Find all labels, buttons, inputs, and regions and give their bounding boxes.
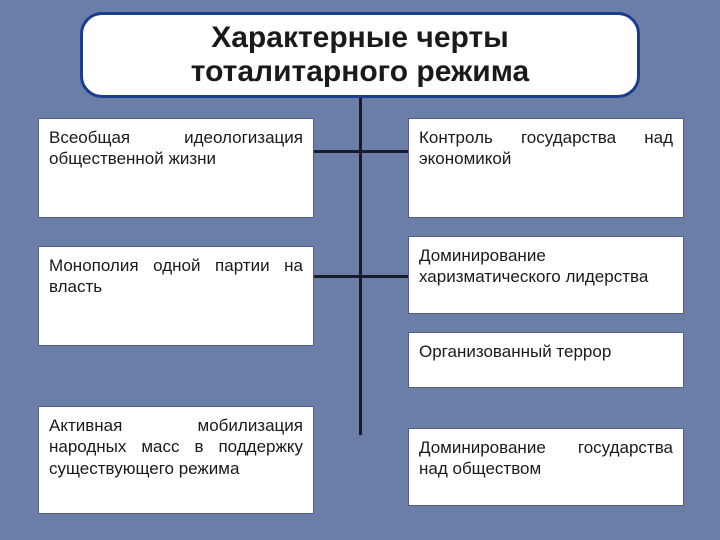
connector-leader — [359, 275, 408, 278]
feature-society: Доминирование государства над обществом — [408, 428, 684, 506]
connector-monopoly — [314, 275, 362, 278]
central-trunk — [359, 98, 362, 435]
connector-economy — [359, 150, 408, 153]
feature-monopoly: Монополия одной партии на власть — [38, 246, 314, 346]
diagram-title: Характерные черты тоталитарного режима — [103, 21, 617, 90]
feature-terror: Организованный террор — [408, 332, 684, 388]
feature-leader: Доминирование харизматического лидерства — [408, 236, 684, 314]
connector-ideology — [314, 150, 362, 153]
title-box: Характерные черты тоталитарного режима — [80, 12, 640, 98]
feature-economy: Контроль государства над экономикой — [408, 118, 684, 218]
feature-ideology: Всеобщая идеологизация общественной жизн… — [38, 118, 314, 218]
feature-mobilize: Активная мобилизация народных масс в под… — [38, 406, 314, 514]
